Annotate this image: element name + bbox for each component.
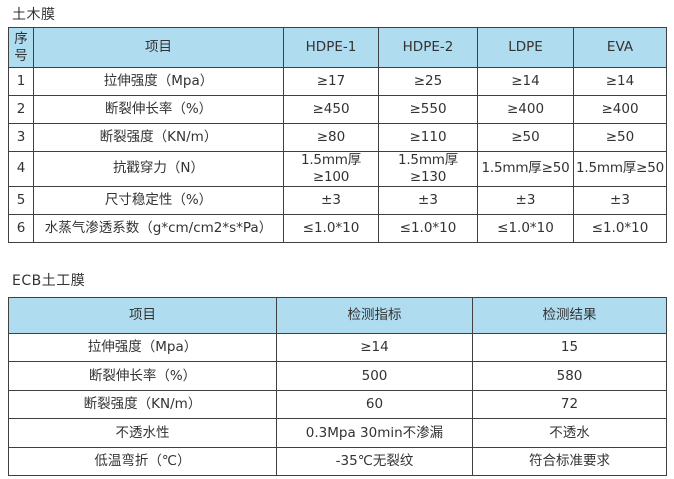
geomembrane-spec-table: 序号 项目 HDPE-1 HDPE-2 LDPE EVA 1 拉伸强度（Mpa）… [8,27,667,243]
row-no: 2 [8,95,34,124]
cell-hdpe2: ≥550 [378,95,478,124]
cell-index: 60 [276,389,473,420]
table1-header-eva: EVA [573,27,667,68]
row-no: 4 [8,151,34,187]
cell-ldpe: ≥14 [477,67,574,96]
table-row: 5 尺寸稳定性（%） ±3 ±3 ±3 ±3 [8,185,667,215]
cell-result: 72 [472,389,667,420]
table-row: 断裂强度（KN/m） 60 72 [8,389,667,420]
row-no: 3 [8,123,34,152]
table-row: 拉伸强度（Mpa） ≥14 15 [8,332,667,363]
table2-header-item: 项目 [8,296,277,334]
cell-hdpe2: 1.5mm厚≥130 [378,151,478,187]
table1-header-hdpe2: HDPE-2 [378,27,478,68]
cell-ldpe: ≥50 [477,123,574,152]
row-no: 6 [8,213,34,243]
cell-result: 580 [472,361,667,391]
row-no: 1 [8,67,34,96]
table1-header-no: 序号 [8,27,34,68]
row-item: 拉伸强度（Mpa） [33,67,284,96]
cell-hdpe1: ±3 [283,185,379,215]
cell-eva: ≥14 [573,67,667,96]
cell-hdpe2: ≥25 [378,67,478,96]
table-row: 2 断裂伸长率（%） ≥450 ≥550 ≥400 ≥400 [8,95,667,124]
row-item: 不透水性 [8,418,277,448]
cell-index: 0.3Mpa 30min不渗漏 [276,418,473,448]
row-item: 断裂强度（KN/m） [8,389,277,420]
cell-ldpe: ≤1.0*10 [477,213,574,243]
table-row: 6 水蒸气渗透系数（g*cm/cm2*s*Pa） ≤1.0*10 ≤1.0*10… [8,213,667,243]
table-row: 3 断裂强度（KN/m） ≥80 ≥110 ≥50 ≥50 [8,123,667,152]
cell-index: ≥14 [276,332,473,363]
cell-result: 符合标准要求 [472,446,667,477]
table-row: 不透水性 0.3Mpa 30min不渗漏 不透水 [8,418,667,448]
cell-eva: ≤1.0*10 [573,213,667,243]
cell-ldpe: ±3 [477,185,574,215]
cell-eva: 1.5mm厚≥50 [573,151,667,187]
cell-hdpe2: ≥110 [378,123,478,152]
cell-hdpe1: ≥450 [283,95,379,124]
cell-index: -35℃无裂纹 [276,446,473,477]
table2-header-index: 检测指标 [276,296,473,334]
table-row: 4 抗戳穿力（N） 1.5mm厚≥100 1.5mm厚≥130 1.5mm厚≥5… [8,151,667,187]
cell-result: 不透水 [472,418,667,448]
table2-header-row: 项目 检测指标 检测结果 [8,296,667,334]
row-item: 低温弯折（℃） [8,446,277,477]
table1-header-ldpe: LDPE [477,27,574,68]
table1-header-item: 项目 [33,27,284,68]
cell-hdpe2: ±3 [378,185,478,215]
row-item: 断裂伸长率（%） [33,95,284,124]
table1-header-row: 序号 项目 HDPE-1 HDPE-2 LDPE EVA [8,27,667,68]
row-item: 断裂强度（KN/m） [33,123,284,152]
row-item: 断裂伸长率（%） [8,361,277,391]
cell-ldpe: ≥400 [477,95,574,124]
row-item: 拉伸强度（Mpa） [8,332,277,363]
cell-ldpe: 1.5mm厚≥50 [477,151,574,187]
cell-eva: ≥50 [573,123,667,152]
row-item: 尺寸稳定性（%） [33,185,284,215]
table1-header-hdpe1: HDPE-1 [283,27,379,68]
cell-result: 15 [472,332,667,363]
table2-header-result: 检测结果 [472,296,667,334]
table-row: 低温弯折（℃） -35℃无裂纹 符合标准要求 [8,446,667,477]
row-item: 抗戳穿力（N） [33,151,284,187]
cell-hdpe1: ≤1.0*10 [283,213,379,243]
cell-hdpe1: ≥80 [283,123,379,152]
row-item: 水蒸气渗透系数（g*cm/cm2*s*Pa） [33,213,284,243]
table2-title: ECB土工膜 [12,272,86,289]
cell-index: 500 [276,361,473,391]
table1-title: 土木膜 [12,7,56,23]
cell-hdpe1: 1.5mm厚≥100 [283,151,379,187]
cell-eva: ≥400 [573,95,667,124]
table-row: 1 拉伸强度（Mpa） ≥17 ≥25 ≥14 ≥14 [8,67,667,96]
cell-hdpe1: ≥17 [283,67,379,96]
cell-hdpe2: ≤1.0*10 [378,213,478,243]
cell-eva: ±3 [573,185,667,215]
ecb-geomembrane-table: 项目 检测指标 检测结果 拉伸强度（Mpa） ≥14 15 断裂伸长率（%） 5… [8,296,667,477]
row-no: 5 [8,185,34,215]
table-row: 断裂伸长率（%） 500 580 [8,361,667,391]
